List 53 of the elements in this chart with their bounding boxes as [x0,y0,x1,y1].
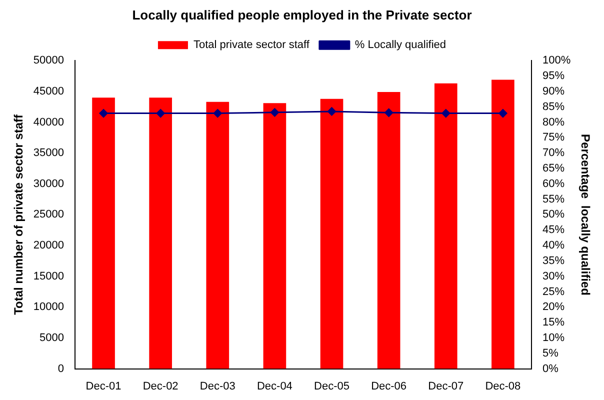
y2-tick-label: 25% [542,286,565,298]
y2-tick-label: 100% [542,54,571,67]
y2-tick-label: 10% [542,332,565,344]
y2-tick-label: 70% [542,147,565,160]
y2-tick-label: 5% [542,347,559,360]
y-tick-label: 40000 [33,116,64,128]
y2-tick-label: 35% [542,254,565,267]
y2-tick-label: 0% [542,362,559,375]
bar [434,83,458,369]
y-tick-label: 0 [58,362,64,375]
y-axis-title: Total number of private sector staff [12,113,26,315]
bar [377,92,400,369]
y-tick-label: 30000 [33,178,64,190]
y2-tick-label: 75% [542,132,565,144]
y2-tick-label: 30% [542,270,565,282]
y2-tick-label: 80% [542,116,565,128]
x-tick-label: Dec-08 [485,380,521,392]
x-tick-label: Dec-07 [428,380,464,392]
y2-tick-label: 20% [542,301,565,314]
y-tick-label: 50000 [33,54,64,67]
y2-tick-label: 55% [542,193,565,206]
legend-label: % Locally qualified [354,39,446,52]
bar [149,98,172,369]
y-tick-label: 35000 [33,147,64,160]
y2-tick-label: 90% [542,85,565,98]
y2-tick-label: 15% [542,316,565,329]
y-tick-label: 20000 [33,240,64,252]
x-tick-label: Dec-01 [86,380,122,392]
y-tick-label: 25000 [33,208,64,221]
legend-label: Total private sector staff [193,39,310,52]
y2-tick-label: 95% [542,70,565,82]
x-tick-label: Dec-02 [142,380,178,392]
y2-tick-label: 65% [542,162,565,174]
x-tick-label: Dec-06 [371,380,407,392]
y2-tick-label: 85% [542,100,565,113]
y2-axis-title: Percentage locally qualified [578,134,592,296]
y-tick-label: 5000 [40,332,64,344]
bar [492,80,514,369]
x-tick-label: Dec-04 [256,380,292,392]
chart-title: Locally qualified people employed in the Private sector [132,7,472,22]
y2-tick-label: 50% [542,208,565,221]
bar [320,98,344,369]
bar [263,103,286,369]
y2-tick-label: 45% [542,224,565,236]
bar [92,98,115,369]
y2-tick-label: 40% [542,240,565,252]
y-tick-label: 10000 [33,301,64,314]
bar [206,102,230,369]
y2-tick-label: 60% [542,178,565,190]
y-tick-label: 45000 [33,85,64,98]
x-tick-label: Dec-05 [314,380,350,392]
x-tick-label: Dec-03 [200,380,236,392]
y-tick-label: 15000 [33,270,64,282]
